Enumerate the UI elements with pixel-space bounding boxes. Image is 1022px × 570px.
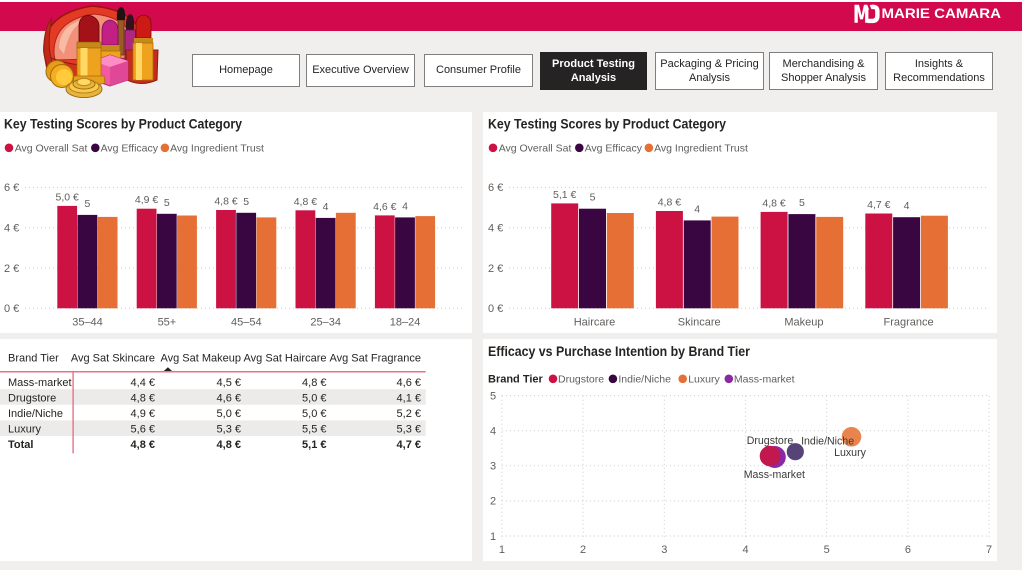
svg-text:4,8 €: 4,8 € — [131, 392, 155, 404]
svg-text:1: 1 — [490, 531, 496, 543]
svg-text:4: 4 — [694, 203, 700, 215]
svg-text:Haircare: Haircare — [574, 317, 616, 329]
svg-text:Mass-market: Mass-market — [8, 377, 72, 389]
svg-text:7: 7 — [986, 544, 992, 556]
svg-text:4,8 €: 4,8 € — [217, 439, 241, 451]
svg-text:5,1 €: 5,1 € — [302, 439, 326, 451]
svg-text:5: 5 — [490, 390, 496, 402]
svg-text:5: 5 — [164, 197, 170, 209]
svg-text:4: 4 — [490, 426, 496, 438]
svg-text:4: 4 — [742, 544, 748, 556]
svg-text:25–34: 25–34 — [310, 317, 341, 329]
svg-text:5,5 €: 5,5 € — [302, 424, 326, 436]
svg-text:Indie/Niche: Indie/Niche — [618, 374, 671, 386]
svg-text:4,5 €: 4,5 € — [217, 377, 241, 389]
svg-text:Luxury: Luxury — [834, 447, 866, 459]
svg-text:5,3 €: 5,3 € — [217, 424, 241, 436]
svg-text:Efficacy vs Purchase Intention: Efficacy vs Purchase Intention by Brand … — [488, 344, 751, 359]
svg-text:Mass-market: Mass-market — [734, 374, 795, 386]
svg-text:Makeup: Makeup — [784, 317, 823, 329]
svg-text:5,0 €: 5,0 € — [302, 392, 326, 404]
svg-text:4,9 €: 4,9 € — [135, 194, 159, 206]
svg-text:Key Testing Scores by Product: Key Testing Scores by Product Category — [4, 117, 242, 132]
svg-text:Avg Overall Sat: Avg Overall Sat — [499, 143, 572, 155]
svg-text:4,8 €: 4,8 € — [214, 196, 238, 208]
svg-text:4,9 €: 4,9 € — [131, 408, 155, 420]
svg-text:Indie/Niche: Indie/Niche — [8, 408, 63, 420]
svg-text:0 €: 0 € — [4, 303, 19, 315]
svg-text:Total: Total — [8, 439, 33, 451]
svg-text:5,0 €: 5,0 € — [302, 408, 326, 420]
svg-text:0 €: 0 € — [488, 303, 503, 315]
svg-text:4,8 €: 4,8 € — [131, 439, 155, 451]
svg-text:Skincare: Skincare — [678, 317, 721, 329]
svg-text:3: 3 — [661, 544, 667, 556]
svg-text:4,6 €: 4,6 € — [397, 377, 421, 389]
svg-text:1: 1 — [499, 544, 505, 556]
svg-text:5,3 €: 5,3 € — [397, 424, 421, 436]
svg-text:35–44: 35–44 — [72, 317, 103, 329]
svg-text:4 €: 4 € — [4, 223, 19, 235]
svg-text:5: 5 — [243, 196, 249, 208]
svg-text:5,1 €: 5,1 € — [553, 189, 577, 201]
svg-text:4,8 €: 4,8 € — [658, 197, 682, 209]
svg-text:Drugstore: Drugstore — [8, 392, 56, 404]
svg-text:4 €: 4 € — [488, 223, 503, 235]
svg-text:4,4 €: 4,4 € — [131, 377, 155, 389]
svg-text:4: 4 — [904, 200, 910, 212]
svg-text:Brand Tier: Brand Tier — [488, 374, 544, 386]
svg-text:5: 5 — [84, 198, 90, 210]
svg-text:4,7 €: 4,7 € — [867, 199, 891, 211]
svg-text:2: 2 — [580, 544, 586, 556]
svg-text:4,8 €: 4,8 € — [294, 196, 318, 208]
svg-text:5: 5 — [590, 192, 596, 204]
svg-text:5,0 €: 5,0 € — [56, 191, 80, 203]
svg-text:4: 4 — [402, 200, 408, 212]
svg-text:Mass-market: Mass-market — [744, 469, 805, 481]
svg-text:5,2 €: 5,2 € — [397, 408, 421, 420]
svg-text:Indie/Niche: Indie/Niche — [801, 436, 854, 448]
svg-text:5: 5 — [824, 544, 830, 556]
svg-text:45–54: 45–54 — [231, 317, 262, 329]
svg-text:4,8 €: 4,8 € — [302, 377, 326, 389]
svg-text:Avg Sat Haircare: Avg Sat Haircare — [244, 353, 327, 365]
svg-text:Luxury: Luxury — [8, 424, 42, 436]
svg-text:4,6 €: 4,6 € — [217, 392, 241, 404]
svg-text:Avg Efficacy: Avg Efficacy — [585, 143, 643, 155]
svg-text:Avg Sat Fragrance: Avg Sat Fragrance — [329, 353, 421, 365]
svg-text:5,0 €: 5,0 € — [217, 408, 241, 420]
svg-text:Brand Tier: Brand Tier — [8, 353, 59, 365]
svg-text:Key Testing Scores by Product: Key Testing Scores by Product Category — [488, 117, 726, 132]
svg-text:4,6 €: 4,6 € — [373, 201, 397, 213]
svg-text:Avg Sat Skincare: Avg Sat Skincare — [71, 353, 155, 365]
svg-text:2 €: 2 € — [4, 263, 19, 275]
svg-text:6 €: 6 € — [488, 182, 503, 194]
svg-text:3: 3 — [490, 461, 496, 473]
svg-text:Luxury: Luxury — [688, 374, 720, 386]
svg-text:2: 2 — [490, 496, 496, 508]
svg-text:5: 5 — [799, 197, 805, 209]
svg-text:Fragrance: Fragrance — [884, 317, 934, 329]
svg-text:6 €: 6 € — [4, 182, 19, 194]
svg-text:4,1 €: 4,1 € — [397, 392, 421, 404]
svg-text:Avg Ingredient Trust: Avg Ingredient Trust — [654, 143, 748, 155]
svg-text:5,6 €: 5,6 € — [131, 424, 155, 436]
svg-text:Drugstore: Drugstore — [747, 435, 794, 447]
svg-text:4,8 €: 4,8 € — [762, 197, 786, 209]
svg-text:4,7 €: 4,7 € — [397, 439, 421, 451]
svg-text:Avg Overall Sat: Avg Overall Sat — [15, 143, 88, 155]
svg-text:18–24: 18–24 — [390, 317, 421, 329]
svg-text:Avg Ingredient Trust: Avg Ingredient Trust — [170, 143, 264, 155]
svg-text:MARIE CAMARA: MARIE CAMARA — [882, 6, 1002, 21]
svg-text:55+: 55+ — [158, 317, 177, 329]
svg-text:2 €: 2 € — [488, 263, 503, 275]
svg-text:6: 6 — [905, 544, 911, 556]
svg-text:Avg Efficacy: Avg Efficacy — [101, 143, 159, 155]
svg-text:Drugstore: Drugstore — [558, 374, 604, 386]
svg-text:Avg Sat Makeup: Avg Sat Makeup — [160, 353, 241, 365]
svg-text:4: 4 — [323, 201, 329, 213]
